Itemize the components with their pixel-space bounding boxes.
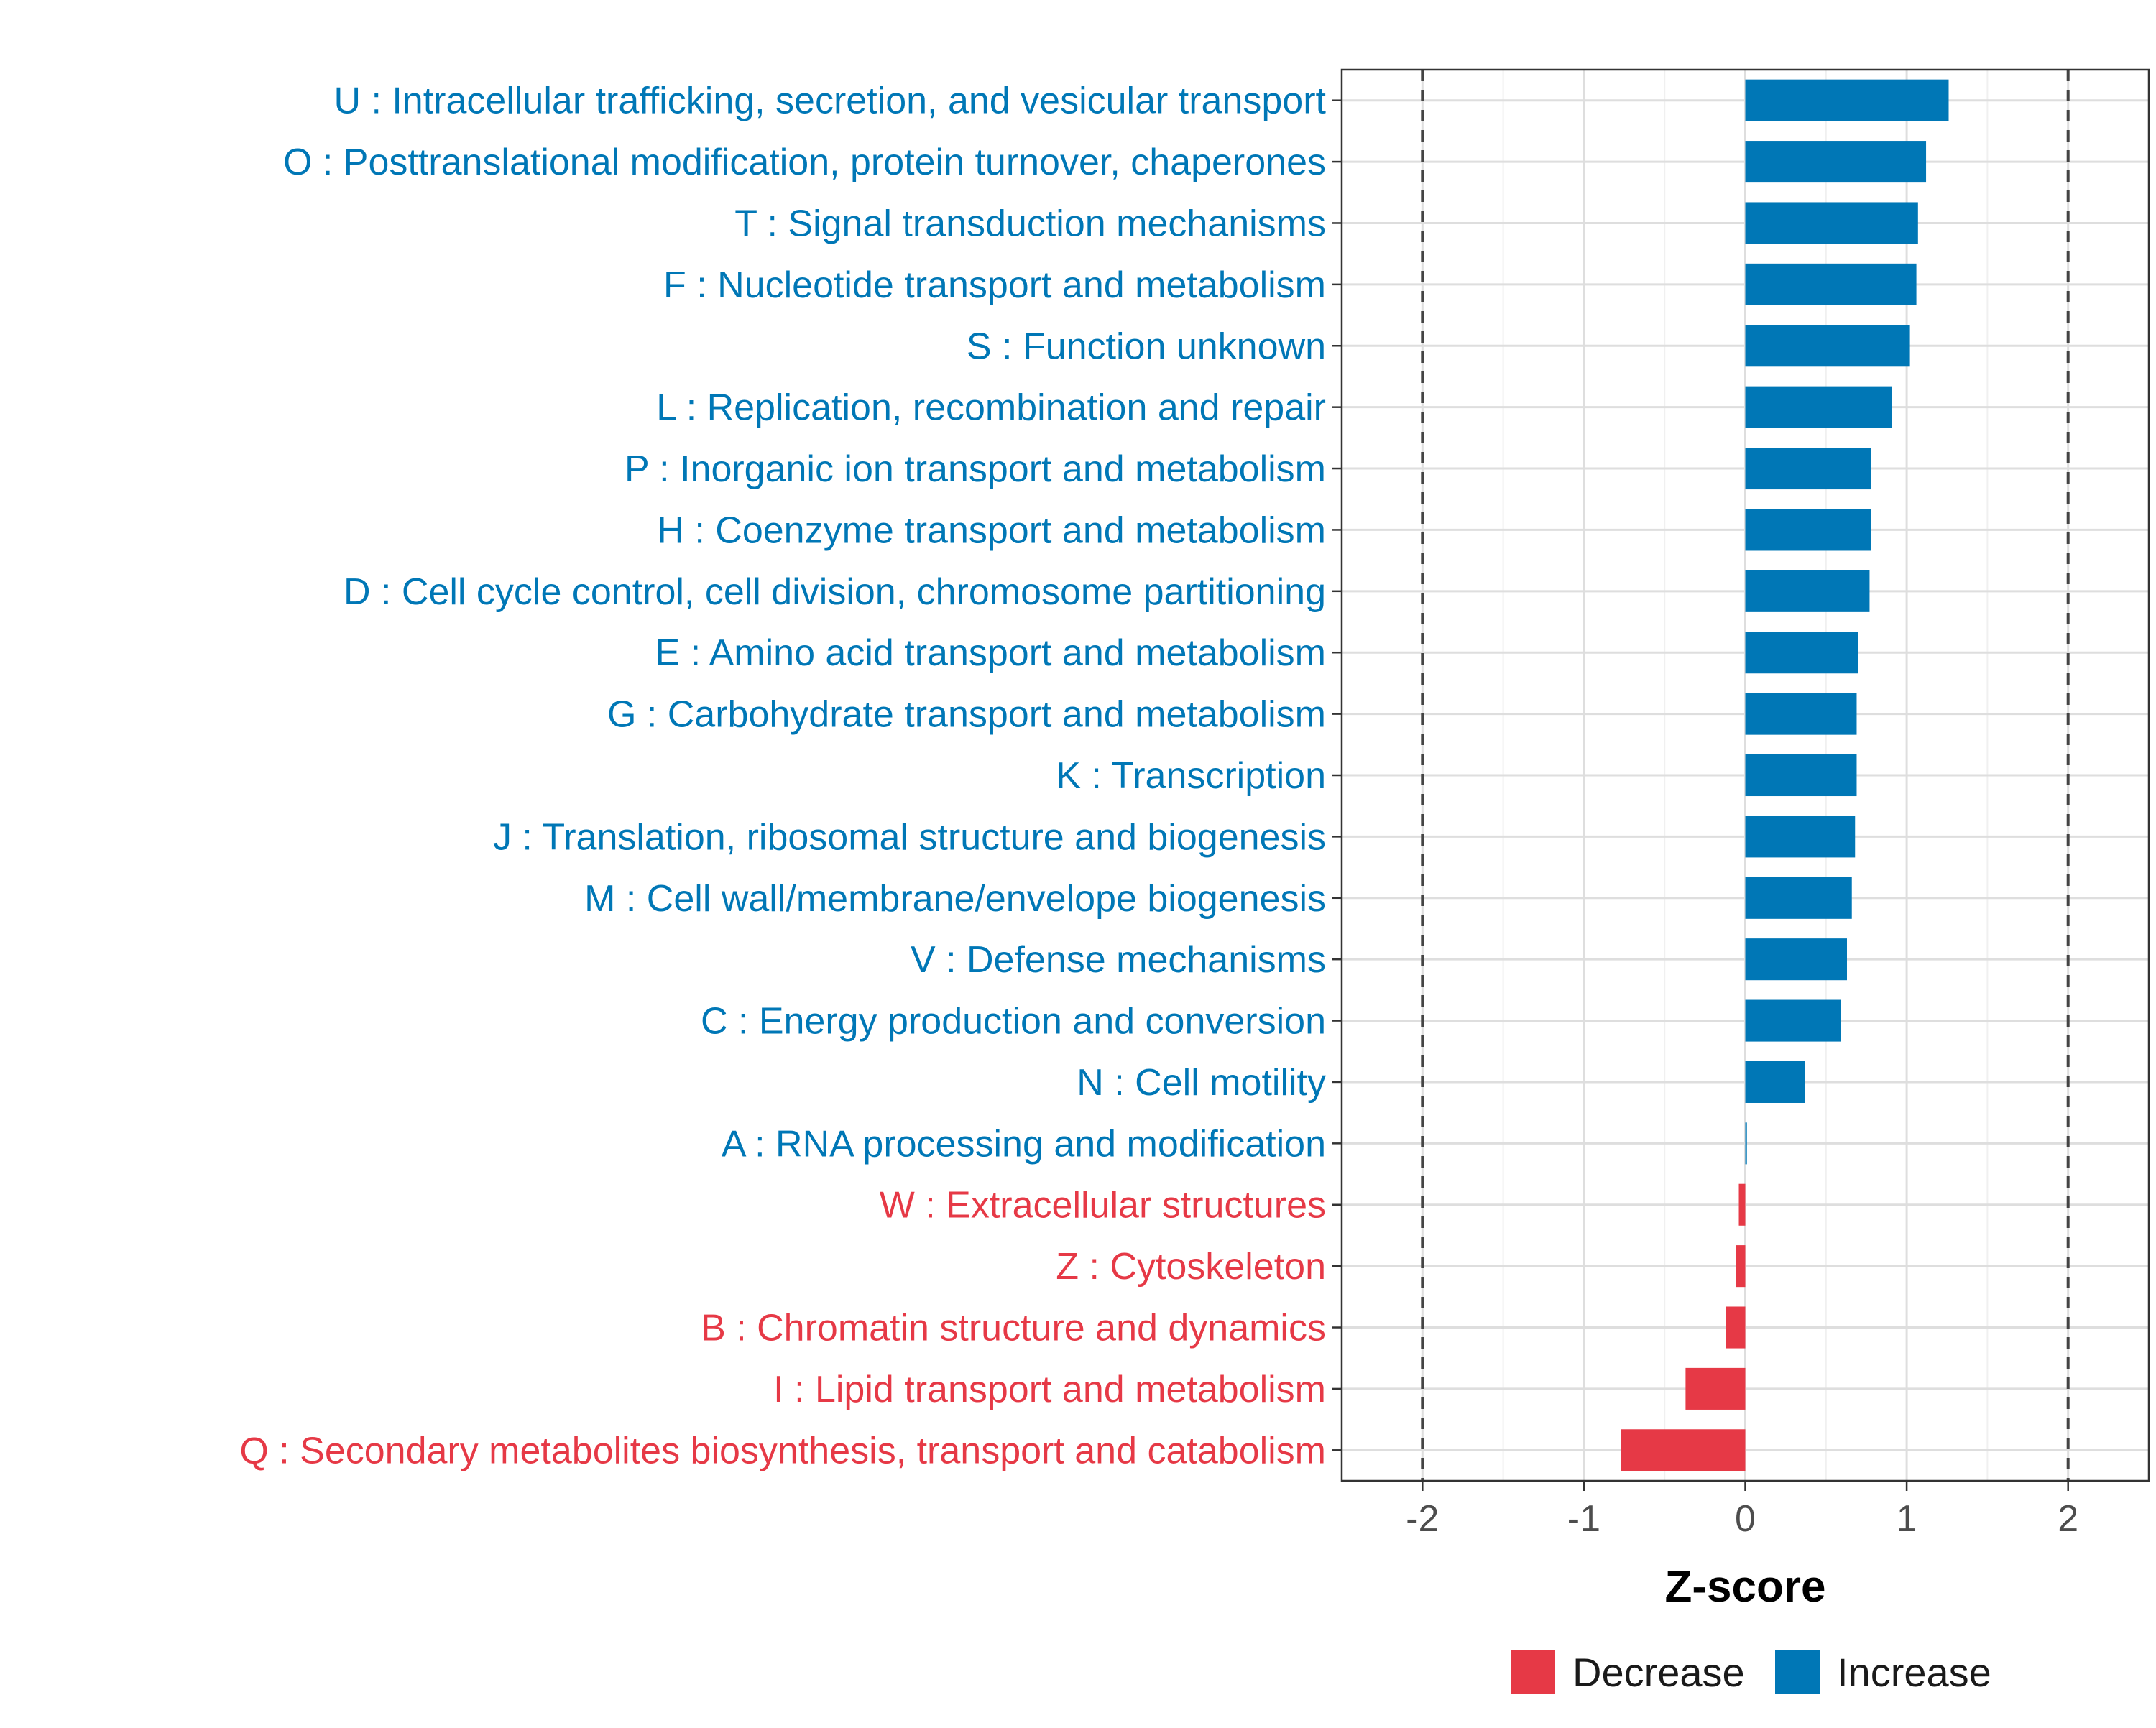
bar (1745, 325, 1910, 367)
category-label: B : Chromatin structure and dynamics (701, 1308, 1326, 1349)
bar (1745, 816, 1856, 858)
legend-swatch (1511, 1650, 1555, 1694)
bar (1685, 1367, 1746, 1410)
category-label: G : Carbohydrate transport and metabolis… (607, 694, 1326, 736)
bar (1745, 1122, 1747, 1165)
bar (1745, 141, 1927, 183)
y-axis-ticks (1332, 99, 1342, 1451)
legend-label: Increase (1837, 1650, 1991, 1695)
bar (1745, 754, 1857, 797)
bar (1745, 938, 1847, 981)
category-label: E : Amino acid transport and metabolism (655, 632, 1326, 674)
category-label: T : Signal transduction mechanisms (734, 203, 1326, 244)
bar (1745, 202, 1918, 244)
bar (1745, 79, 1949, 121)
bar (1736, 1245, 1746, 1288)
x-tick-label: -1 (1567, 1498, 1600, 1540)
category-label: L : Replication, recombination and repai… (656, 387, 1326, 429)
category-labels: U : Intracellular trafficking, secretion… (239, 80, 1326, 1472)
category-label: H : Coenzyme transport and metabolism (657, 509, 1326, 551)
bar (1745, 386, 1892, 428)
legend: Decrease Increase (1511, 1650, 1991, 1695)
x-tick-label: 0 (1735, 1498, 1756, 1540)
bar (1745, 263, 1917, 305)
bar (1745, 509, 1871, 551)
category-label: I : Lipid transport and metabolism (773, 1369, 1326, 1410)
category-label: A : RNA processing and modification (722, 1123, 1326, 1165)
bar (1745, 693, 1857, 735)
bar (1738, 1183, 1746, 1226)
bar (1745, 999, 1841, 1042)
bar (1745, 570, 1870, 612)
reference-lines (1421, 70, 2070, 1481)
x-axis-ticks: -2 -1 0 1 2 (1406, 1481, 2078, 1540)
category-label: Q : Secondary metabolites biosynthesis, … (239, 1430, 1326, 1471)
bar (1745, 1061, 1805, 1103)
category-label: D : Cell cycle control, cell division, c… (344, 571, 1326, 613)
category-label: P : Inorganic ion transport and metaboli… (625, 448, 1326, 490)
category-label: C : Energy production and conversion (701, 1001, 1326, 1043)
x-tick-label: 1 (1897, 1498, 1917, 1540)
category-label: F : Nucleotide transport and metabolism (663, 264, 1326, 306)
category-label: U : Intracellular trafficking, secretion… (333, 80, 1326, 122)
category-label: S : Function unknown (967, 325, 1326, 367)
bar (1745, 448, 1871, 490)
category-label: K : Transcription (1056, 755, 1326, 797)
bar (1745, 877, 1852, 919)
bar (1621, 1429, 1746, 1471)
legend-label: Decrease (1572, 1650, 1745, 1695)
category-label: O : Posttranslational modification, prot… (283, 142, 1326, 183)
category-label: Z : Cytoskeleton (1056, 1246, 1326, 1288)
category-label: V : Defense mechanisms (911, 939, 1326, 981)
category-label: J : Translation, ribosomal structure and… (493, 816, 1326, 858)
category-label: W : Extracellular structures (880, 1185, 1326, 1226)
x-axis-title: Z-score (1665, 1562, 1826, 1612)
x-tick-label: 2 (2058, 1498, 2078, 1540)
category-label: N : Cell motility (1077, 1062, 1326, 1104)
bars (1621, 79, 1949, 1471)
legend-swatch (1775, 1650, 1820, 1694)
bar (1745, 632, 1858, 674)
bar (1726, 1306, 1746, 1349)
x-tick-label: -2 (1406, 1498, 1439, 1540)
category-label: M : Cell wall/membrane/envelope biogenes… (584, 878, 1326, 920)
